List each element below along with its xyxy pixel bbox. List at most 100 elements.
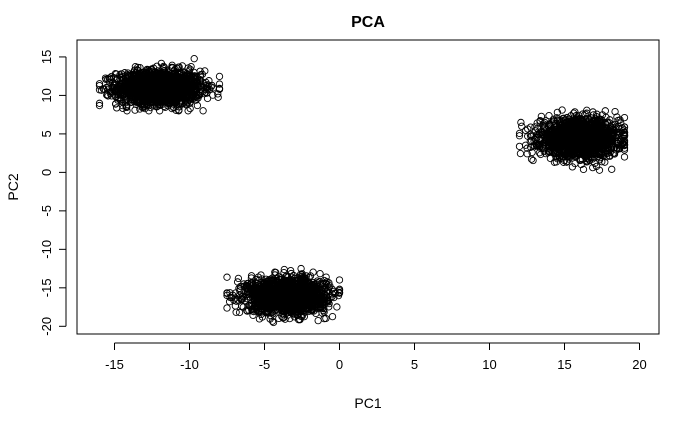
data-point (578, 137, 586, 145)
data-point (123, 87, 131, 95)
data-point (234, 274, 243, 283)
data-point (598, 111, 607, 119)
data-point (589, 111, 598, 119)
data-point (609, 149, 617, 157)
data-point (104, 83, 113, 91)
data-point (99, 85, 108, 93)
data-point (578, 125, 586, 133)
data-point (570, 109, 578, 117)
data-point (589, 150, 597, 159)
data-point (196, 72, 204, 80)
data-point (620, 153, 629, 161)
data-point (166, 98, 175, 107)
data-point (119, 98, 127, 106)
data-point (193, 101, 202, 110)
data-point (134, 77, 143, 85)
data-point (104, 85, 112, 93)
data-point (194, 94, 202, 102)
data-point (175, 88, 183, 96)
data-point (555, 141, 564, 149)
data-point (582, 124, 590, 132)
data-point (563, 135, 571, 144)
data-point (540, 127, 549, 135)
data-point (550, 158, 559, 166)
data-point (189, 95, 197, 103)
data-point (132, 84, 140, 92)
data-point (114, 93, 122, 102)
data-point (148, 97, 156, 105)
data-point (188, 79, 196, 87)
data-point (232, 308, 240, 316)
data-point (515, 142, 524, 151)
data-point (149, 84, 157, 92)
data-point (582, 154, 590, 163)
data-point (577, 129, 586, 137)
data-point (215, 80, 224, 88)
data-point (536, 140, 544, 148)
data-point (333, 303, 341, 311)
data-point (569, 117, 577, 126)
data-point (186, 104, 194, 113)
data-point (189, 80, 197, 88)
data-point (247, 274, 256, 282)
data-point (168, 74, 176, 82)
data-point (616, 116, 624, 124)
data-point (608, 137, 616, 146)
data-point (614, 137, 622, 146)
data-point (553, 117, 561, 125)
data-point (608, 165, 616, 173)
data-point (548, 141, 556, 150)
data-point (111, 100, 120, 108)
data-point (515, 132, 524, 140)
data-point (592, 143, 601, 151)
data-point (132, 92, 140, 101)
data-point (615, 144, 623, 152)
data-point (248, 278, 256, 287)
data-point (95, 86, 104, 94)
data-point (316, 277, 324, 286)
data-point (95, 99, 104, 107)
data-point (619, 127, 627, 135)
data-point (518, 122, 526, 130)
data-point (561, 140, 569, 149)
data-point (547, 131, 555, 140)
data-point (204, 81, 212, 89)
data-point (169, 63, 177, 72)
data-point (136, 82, 144, 90)
data-point (139, 83, 148, 91)
data-point (190, 55, 198, 63)
data-point (139, 94, 147, 102)
data-point (515, 129, 524, 138)
data-point (131, 63, 140, 71)
data-point (533, 124, 542, 133)
data-point (182, 100, 190, 108)
data-point (186, 80, 195, 89)
data-point (544, 122, 553, 131)
data-point (535, 130, 543, 138)
data-point (309, 268, 317, 276)
data-point (132, 97, 141, 106)
data-point (170, 87, 179, 95)
chart-title: PCA (351, 14, 385, 31)
data-point (592, 142, 600, 150)
data-point (175, 78, 184, 86)
data-point (113, 76, 121, 84)
data-point (325, 279, 333, 287)
data-point (249, 311, 257, 319)
data-point (143, 71, 152, 79)
data-point (589, 163, 597, 172)
data-point (591, 159, 599, 168)
data-point (611, 107, 619, 116)
data-point (543, 135, 552, 143)
data-point (168, 79, 176, 87)
data-point (156, 89, 164, 97)
data-point (571, 124, 579, 133)
data-point (552, 126, 561, 134)
data-point (147, 93, 155, 101)
data-point (180, 74, 188, 82)
data-point (113, 104, 121, 112)
data-point (526, 123, 535, 131)
data-point (214, 90, 222, 98)
data-point (185, 93, 193, 102)
data-point (235, 308, 244, 317)
